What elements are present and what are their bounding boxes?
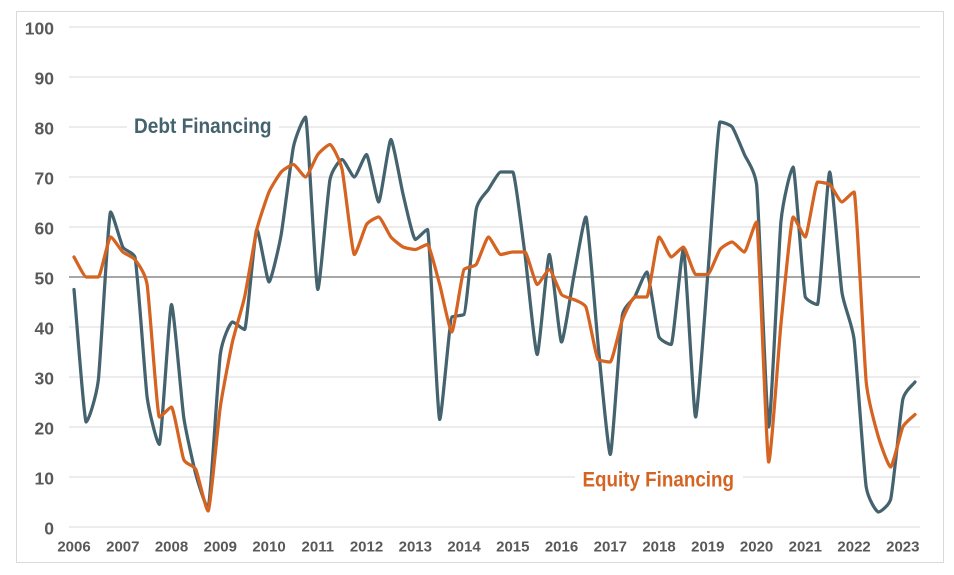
- svg-text:2019: 2019: [691, 539, 724, 556]
- svg-text:2014: 2014: [447, 539, 481, 556]
- svg-text:40: 40: [35, 319, 55, 339]
- svg-text:20: 20: [35, 419, 55, 439]
- svg-text:10: 10: [35, 469, 55, 489]
- svg-text:2007: 2007: [106, 539, 139, 556]
- svg-text:2020: 2020: [740, 539, 773, 556]
- svg-text:2022: 2022: [837, 539, 870, 556]
- svg-text:2023: 2023: [886, 539, 919, 556]
- svg-text:70: 70: [35, 169, 55, 189]
- svg-text:2017: 2017: [594, 539, 627, 556]
- svg-text:2012: 2012: [350, 539, 383, 556]
- svg-text:60: 60: [35, 219, 55, 239]
- svg-text:30: 30: [35, 369, 55, 389]
- svg-text:2009: 2009: [204, 539, 237, 556]
- svg-text:100: 100: [25, 19, 54, 39]
- svg-text:80: 80: [35, 119, 55, 139]
- svg-text:2015: 2015: [496, 539, 529, 556]
- svg-text:2008: 2008: [155, 539, 188, 556]
- svg-text:2006: 2006: [57, 539, 90, 556]
- svg-text:Equity Financing: Equity Financing: [583, 469, 735, 492]
- svg-text:2010: 2010: [252, 539, 285, 556]
- svg-text:2018: 2018: [642, 539, 675, 556]
- svg-text:Debt Financing: Debt Financing: [134, 115, 272, 138]
- svg-text:2016: 2016: [545, 539, 578, 556]
- svg-text:2013: 2013: [399, 539, 432, 556]
- svg-text:90: 90: [35, 69, 55, 89]
- svg-text:50: 50: [35, 269, 55, 289]
- svg-text:0: 0: [44, 519, 54, 539]
- svg-text:2021: 2021: [789, 539, 822, 556]
- svg-text:2011: 2011: [302, 539, 335, 556]
